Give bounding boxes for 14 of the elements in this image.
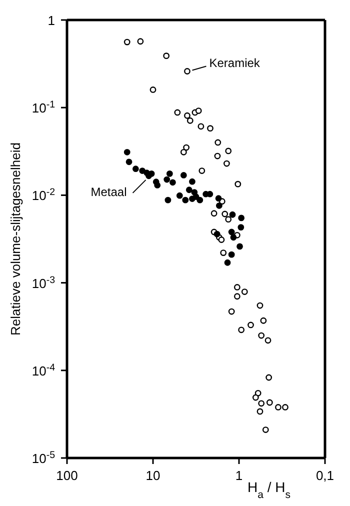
y-axis-title: Relatieve volume-slijtagesnelheid	[8, 142, 23, 336]
y-tick-label: 10$^{-4}$	[32, 362, 56, 378]
annotation: Keramiek	[209, 56, 261, 70]
y-tick-label: 10$^{-1}$	[32, 99, 55, 116]
x-axis-title: H$_{a}$ / H$_{s}$	[248, 479, 290, 501]
annotation: Metaal	[90, 184, 127, 199]
x-tick-label: 100	[56, 468, 78, 483]
y-tick-label: 1	[48, 13, 55, 28]
y-tick-label: 10$^{-2}$	[32, 186, 55, 204]
x-tick-label: 10	[146, 468, 160, 483]
y-tick-label: 10$^{-5}$	[32, 450, 56, 466]
x-tick-label: 0,1	[316, 468, 334, 483]
x-tick-label: 1	[235, 468, 243, 483]
y-tick-label: 10$^{-3}$	[32, 274, 55, 291]
